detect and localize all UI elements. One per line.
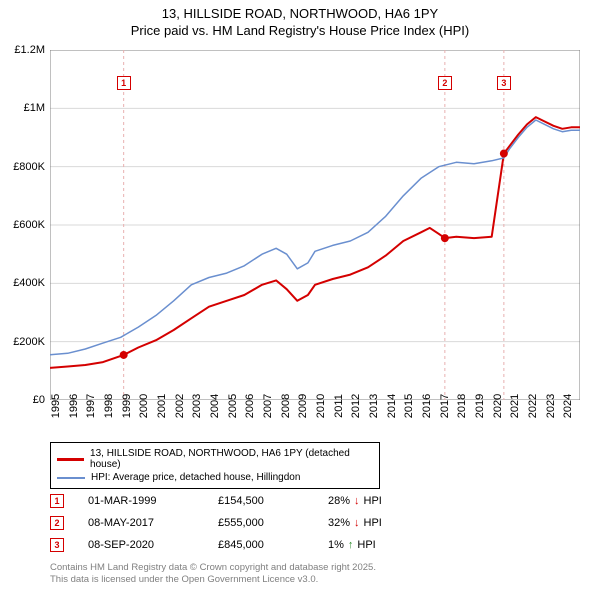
sale-price: £555,000 (218, 517, 328, 529)
legend-swatch (57, 477, 85, 479)
sale-price: £845,000 (218, 539, 328, 551)
sale-row: 1 01-MAR-1999 £154,500 28% ↓ HPI (50, 490, 448, 512)
x-tick-label: 2004 (209, 394, 221, 418)
title-line-1: 13, HILLSIDE ROAD, NORTHWOOD, HA6 1PY (0, 6, 600, 23)
sale-date: 08-MAY-2017 (88, 517, 218, 529)
x-tick-label: 2006 (244, 394, 256, 418)
footer-line-1: Contains HM Land Registry data © Crown c… (50, 562, 376, 574)
legend: 13, HILLSIDE ROAD, NORTHWOOD, HA6 1PY (d… (50, 442, 380, 489)
x-tick-label: 1995 (50, 394, 62, 418)
x-tick-label: 2024 (562, 394, 574, 418)
legend-label: HPI: Average price, detached house, Hill… (91, 472, 300, 483)
legend-item-hpi: HPI: Average price, detached house, Hill… (57, 471, 373, 484)
x-tick-label: 2018 (456, 394, 468, 418)
title-line-2: Price paid vs. HM Land Registry's House … (0, 23, 600, 40)
sale-diff-pct: 1% (328, 539, 344, 551)
x-tick-label: 2010 (315, 394, 327, 418)
sale-number-box: 2 (50, 516, 64, 530)
x-tick-label: 2008 (280, 394, 292, 418)
x-tick-label: 2014 (386, 394, 398, 418)
arrow-up-icon: ↑ (348, 539, 354, 551)
legend-swatch (57, 458, 84, 461)
x-tick-label: 2002 (174, 394, 186, 418)
x-tick-label: 2017 (439, 394, 451, 418)
sale-marker-number-box: 3 (497, 76, 511, 90)
sale-diff-suffix: HPI (364, 495, 382, 507)
x-tick-label: 1996 (68, 394, 80, 418)
sale-diff: 32% ↓ HPI (328, 517, 448, 529)
y-tick-label: £0 (33, 394, 45, 406)
chart-plot-area (50, 50, 580, 400)
chart-container: 13, HILLSIDE ROAD, NORTHWOOD, HA6 1PY Pr… (0, 0, 600, 590)
sale-date: 01-MAR-1999 (88, 495, 218, 507)
x-tick-label: 2001 (156, 394, 168, 418)
sale-number-box: 3 (50, 538, 64, 552)
x-tick-label: 2009 (297, 394, 309, 418)
sale-diff-pct: 28% (328, 495, 350, 507)
y-tick-label: £1.2M (14, 44, 45, 56)
x-tick-label: 2020 (492, 394, 504, 418)
x-tick-label: 2013 (368, 394, 380, 418)
legend-label: 13, HILLSIDE ROAD, NORTHWOOD, HA6 1PY (d… (90, 448, 373, 470)
sale-diff: 28% ↓ HPI (328, 495, 448, 507)
x-tick-label: 2016 (421, 394, 433, 418)
x-tick-label: 2005 (227, 394, 239, 418)
sale-diff-pct: 32% (328, 517, 350, 529)
y-tick-label: £800K (13, 161, 45, 173)
x-tick-label: 1997 (85, 394, 97, 418)
sale-number-box: 1 (50, 494, 64, 508)
sale-price: £154,500 (218, 495, 328, 507)
arrow-down-icon: ↓ (354, 517, 360, 529)
title-block: 13, HILLSIDE ROAD, NORTHWOOD, HA6 1PY Pr… (0, 0, 600, 40)
x-tick-label: 2012 (350, 394, 362, 418)
x-tick-label: 2021 (509, 394, 521, 418)
y-tick-label: £1M (24, 102, 45, 114)
sale-marker-number-box: 1 (117, 76, 131, 90)
y-tick-label: £400K (13, 277, 45, 289)
x-tick-label: 2023 (545, 394, 557, 418)
sales-table: 1 01-MAR-1999 £154,500 28% ↓ HPI 2 08-MA… (50, 490, 448, 556)
footer-attribution: Contains HM Land Registry data © Crown c… (50, 562, 376, 586)
chart-svg (50, 50, 580, 400)
sale-diff-suffix: HPI (357, 539, 375, 551)
arrow-down-icon: ↓ (354, 495, 360, 507)
x-tick-label: 2015 (403, 394, 415, 418)
sale-marker-number-box: 2 (438, 76, 452, 90)
sale-diff: 1% ↑ HPI (328, 539, 448, 551)
y-tick-label: £200K (13, 336, 45, 348)
x-tick-label: 2019 (474, 394, 486, 418)
x-tick-label: 2022 (527, 394, 539, 418)
x-tick-label: 2007 (262, 394, 274, 418)
y-tick-label: £600K (13, 219, 45, 231)
x-tick-label: 1999 (121, 394, 133, 418)
x-tick-label: 2000 (138, 394, 150, 418)
x-tick-label: 2011 (333, 394, 345, 418)
x-tick-label: 1998 (103, 394, 115, 418)
footer-line-2: This data is licensed under the Open Gov… (50, 574, 376, 586)
sale-diff-suffix: HPI (364, 517, 382, 529)
sale-date: 08-SEP-2020 (88, 539, 218, 551)
sale-row: 2 08-MAY-2017 £555,000 32% ↓ HPI (50, 512, 448, 534)
sale-row: 3 08-SEP-2020 £845,000 1% ↑ HPI (50, 534, 448, 556)
x-tick-label: 2003 (191, 394, 203, 418)
legend-item-price-paid: 13, HILLSIDE ROAD, NORTHWOOD, HA6 1PY (d… (57, 447, 373, 471)
